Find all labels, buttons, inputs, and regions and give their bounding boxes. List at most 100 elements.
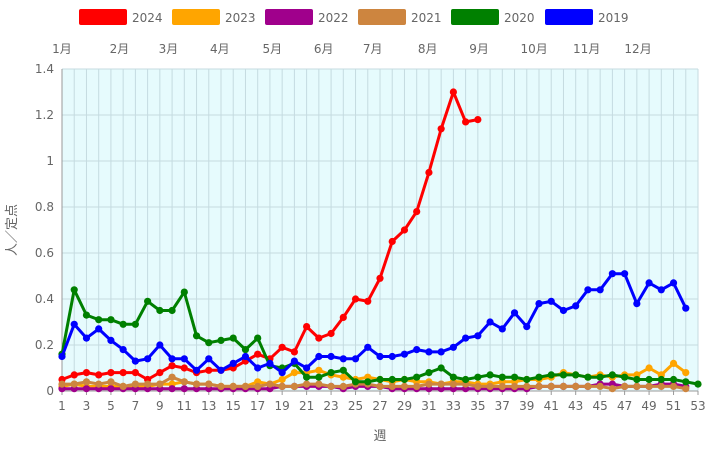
x-tick-label: 47	[617, 399, 632, 413]
data-point	[584, 382, 592, 390]
data-point	[180, 385, 188, 393]
data-point	[107, 369, 115, 377]
x-tick-label: 53	[690, 399, 705, 413]
data-point	[633, 382, 641, 390]
data-point	[70, 286, 78, 294]
x-tick-label: 7	[132, 399, 140, 413]
data-point	[107, 316, 115, 324]
data-point	[682, 304, 690, 312]
month-label: 5月	[263, 42, 283, 56]
data-point	[535, 373, 543, 381]
data-point	[621, 373, 629, 381]
data-point	[413, 382, 421, 390]
month-label: 8月	[418, 42, 438, 56]
data-point	[229, 359, 237, 367]
x-tick-label: 35	[470, 399, 485, 413]
data-point	[119, 346, 127, 354]
x-tick-label: 21	[299, 399, 314, 413]
y-tick-label: 0	[46, 384, 54, 398]
data-point	[657, 286, 665, 294]
legend-swatch-2020	[451, 9, 499, 25]
x-tick-label: 41	[544, 399, 559, 413]
data-point	[621, 382, 629, 390]
data-point	[254, 334, 262, 342]
legend-swatch-2021	[358, 9, 406, 25]
data-point	[608, 385, 616, 393]
data-point	[144, 355, 152, 363]
data-point	[156, 306, 164, 315]
data-point	[388, 375, 396, 384]
data-point	[547, 382, 555, 390]
data-point	[669, 279, 678, 287]
data-point	[217, 336, 225, 344]
data-point	[278, 382, 286, 390]
y-tick-label: 0.8	[35, 200, 54, 214]
x-tick-label: 17	[250, 399, 265, 413]
data-point	[278, 375, 286, 384]
data-point	[547, 297, 555, 305]
data-point	[425, 380, 433, 388]
data-point	[107, 385, 115, 393]
month-label: 2月	[110, 42, 130, 56]
series-line-2021	[62, 375, 687, 391]
data-point	[510, 382, 519, 390]
data-point	[437, 348, 445, 356]
data-point	[278, 343, 286, 351]
data-point	[364, 297, 372, 305]
y-tick-label: 0.4	[35, 292, 54, 306]
data-point	[290, 348, 298, 356]
data-point	[254, 364, 262, 372]
data-point	[58, 352, 66, 361]
x-tick-label: 33	[446, 399, 461, 413]
data-point	[241, 352, 250, 361]
data-point	[486, 318, 494, 326]
data-point	[303, 364, 311, 372]
data-point	[95, 380, 103, 388]
y-tick-label: 0.6	[35, 246, 54, 260]
data-point	[315, 373, 323, 381]
legend-label-2022: 2022	[318, 11, 349, 25]
data-point	[180, 355, 188, 363]
data-point	[486, 382, 494, 390]
data-point	[413, 208, 421, 216]
data-point	[523, 382, 531, 390]
data-point	[70, 371, 78, 379]
data-point	[400, 350, 409, 358]
data-point	[364, 343, 372, 351]
data-point	[559, 382, 568, 390]
data-point	[376, 382, 384, 390]
data-point	[425, 168, 433, 177]
legend-label-2023: 2023	[225, 11, 256, 25]
axes: 00.20.40.60.811.21.41 3 5 7 9 11 13 15 17 19 21 23 2…	[35, 62, 706, 413]
data-point	[156, 369, 164, 377]
series-layer	[58, 88, 702, 393]
data-point	[572, 371, 580, 379]
data-point	[303, 380, 311, 388]
data-point	[217, 382, 225, 390]
data-point	[254, 350, 262, 358]
data-point	[131, 357, 139, 365]
data-point	[131, 369, 139, 377]
data-point	[376, 352, 384, 361]
data-point	[449, 373, 457, 381]
data-point	[119, 320, 127, 328]
x-tick-label: 3	[83, 399, 91, 413]
y-tick-label: 1.4	[35, 62, 54, 76]
legend-swatch-2024	[79, 9, 127, 25]
data-point	[82, 311, 91, 319]
x-tick-label: 49	[641, 399, 656, 413]
data-point	[168, 362, 176, 370]
data-point	[596, 286, 604, 294]
data-point	[254, 382, 262, 390]
data-point	[70, 320, 78, 328]
data-point	[462, 334, 470, 342]
data-point	[633, 300, 641, 308]
data-point	[217, 366, 225, 374]
x-axis-title: 週	[373, 429, 386, 444]
x-tick-label: 25	[348, 399, 363, 413]
data-point	[229, 334, 237, 342]
data-point	[572, 382, 580, 390]
legend-label-2020: 2020	[504, 11, 535, 25]
data-point	[376, 375, 384, 384]
